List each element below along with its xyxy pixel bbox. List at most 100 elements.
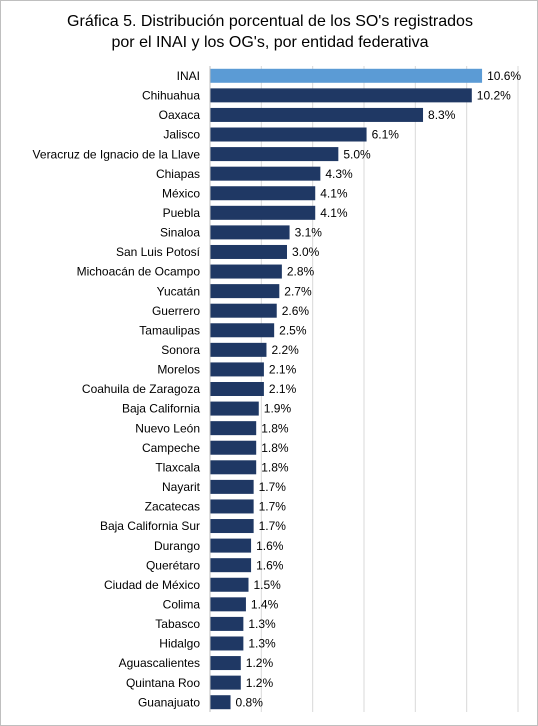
bar bbox=[210, 127, 367, 142]
bar bbox=[210, 558, 252, 573]
value-label: 1.3% bbox=[248, 637, 276, 651]
value-label: 1.5% bbox=[254, 578, 282, 592]
category-label: Michoacán de Ocampo bbox=[77, 265, 201, 279]
value-label: 8.3% bbox=[428, 108, 456, 122]
bar bbox=[210, 68, 483, 83]
category-label: Ciudad de México bbox=[104, 578, 200, 592]
bar bbox=[210, 656, 241, 671]
bar bbox=[210, 675, 241, 690]
value-label: 2.8% bbox=[287, 265, 315, 279]
value-label: 1.2% bbox=[246, 676, 274, 690]
bar bbox=[210, 597, 246, 612]
value-label: 5.0% bbox=[343, 147, 371, 161]
bar bbox=[210, 264, 282, 279]
category-label: Baja California bbox=[122, 402, 200, 416]
value-label: 2.1% bbox=[269, 363, 297, 377]
category-label: Tabasco bbox=[155, 617, 200, 631]
value-label: 2.5% bbox=[279, 323, 307, 337]
bar bbox=[210, 147, 339, 162]
bar bbox=[210, 284, 280, 299]
bar bbox=[210, 695, 231, 710]
category-label: Aguascalientes bbox=[119, 656, 200, 670]
value-label: 1.8% bbox=[261, 421, 289, 435]
category-label: Quintana Roo bbox=[126, 676, 200, 690]
value-label: 6.1% bbox=[372, 128, 400, 142]
category-label: México bbox=[162, 186, 200, 200]
category-label: Chiapas bbox=[156, 167, 200, 181]
value-label: 1.7% bbox=[259, 519, 287, 533]
value-label: 10.6% bbox=[487, 69, 521, 83]
category-label: Baja California Sur bbox=[100, 519, 200, 533]
value-label: 1.8% bbox=[261, 460, 289, 474]
bar bbox=[210, 244, 287, 259]
value-label: 3.1% bbox=[295, 226, 323, 240]
category-label: Guanajuato bbox=[138, 695, 200, 709]
bar bbox=[210, 303, 277, 318]
category-label: INAI bbox=[177, 69, 200, 83]
value-label: 1.3% bbox=[248, 617, 276, 631]
category-label: Yucatán bbox=[157, 284, 200, 298]
bar bbox=[210, 538, 252, 553]
bar bbox=[210, 519, 254, 534]
value-label: 2.7% bbox=[284, 284, 312, 298]
category-label: Zacatecas bbox=[145, 500, 200, 514]
value-label: 2.1% bbox=[269, 382, 297, 396]
bar bbox=[210, 323, 275, 338]
category-label: Hidalgo bbox=[159, 637, 200, 651]
category-label: Durango bbox=[154, 539, 200, 553]
bar bbox=[210, 186, 316, 201]
value-label: 1.4% bbox=[251, 598, 279, 612]
category-label: Guerrero bbox=[152, 304, 200, 318]
value-label: 4.1% bbox=[320, 186, 348, 200]
category-label: Tlaxcala bbox=[155, 460, 200, 474]
value-label: 10.2% bbox=[477, 89, 511, 103]
category-label: Jalisco bbox=[163, 128, 200, 142]
value-label: 3.0% bbox=[292, 245, 320, 259]
value-label: 1.6% bbox=[256, 539, 284, 553]
value-label: 0.8% bbox=[236, 695, 264, 709]
chart-title: por el INAI y los OG's, por entidad fede… bbox=[112, 34, 429, 51]
category-label: Nuevo León bbox=[135, 421, 200, 435]
value-label: 2.2% bbox=[271, 343, 299, 357]
value-label: 1.9% bbox=[264, 402, 292, 416]
category-label: Nayarit bbox=[162, 480, 201, 494]
bar bbox=[210, 616, 244, 631]
value-label: 1.7% bbox=[259, 500, 287, 514]
bar bbox=[210, 401, 259, 416]
bar bbox=[210, 362, 264, 377]
value-label: 1.8% bbox=[261, 441, 289, 455]
category-label: Puebla bbox=[163, 206, 201, 220]
bar bbox=[210, 499, 254, 514]
bar bbox=[210, 479, 254, 494]
bar bbox=[210, 88, 472, 103]
bar bbox=[210, 636, 244, 651]
bar bbox=[210, 107, 424, 122]
bar bbox=[210, 225, 290, 240]
bar bbox=[210, 577, 249, 592]
category-label: Sinaloa bbox=[160, 226, 200, 240]
bar bbox=[210, 166, 321, 181]
category-label: Colima bbox=[163, 598, 201, 612]
value-label: 1.7% bbox=[259, 480, 287, 494]
category-label: San Luis Potosí bbox=[116, 245, 201, 259]
category-label: Oaxaca bbox=[159, 108, 201, 122]
bar bbox=[210, 205, 316, 220]
category-label: Campeche bbox=[142, 441, 200, 455]
value-label: 4.1% bbox=[320, 206, 348, 220]
category-label: Coahuila de Zaragoza bbox=[82, 382, 200, 396]
category-label: Tamaulipas bbox=[139, 323, 200, 337]
category-label: Chihuahua bbox=[142, 89, 200, 103]
category-label: Sonora bbox=[161, 343, 200, 357]
category-label: Morelos bbox=[157, 363, 200, 377]
bar bbox=[210, 421, 257, 436]
category-label: Veracruz de Ignacio de la Llave bbox=[33, 147, 201, 161]
bar bbox=[210, 440, 257, 455]
value-label: 1.2% bbox=[246, 656, 274, 670]
bar bbox=[210, 342, 267, 357]
value-label: 2.6% bbox=[282, 304, 310, 318]
category-label: Querétaro bbox=[146, 558, 200, 572]
value-label: 4.3% bbox=[325, 167, 353, 181]
bar bbox=[210, 382, 264, 396]
